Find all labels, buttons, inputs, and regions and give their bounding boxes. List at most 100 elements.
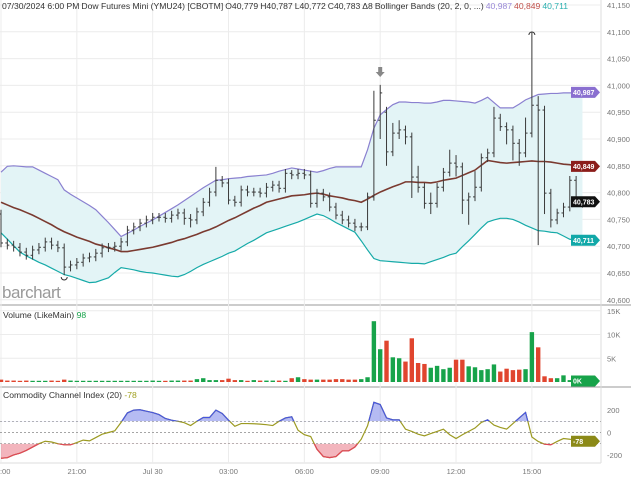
ohlc-bar [11,240,16,252]
price-tick-label: 40,600 [607,296,630,305]
ohlc-bar [81,253,86,267]
header-low: L40,772 [294,1,326,11]
time-tick-label: 12:00 [447,467,466,476]
bollinger-upper-line [0,91,583,238]
volume-bar [289,378,294,382]
ohlc-bar [365,192,370,231]
ohlc-bar [561,202,566,218]
volume-panel-title[interactable]: Volume (LikeMain) 98 [3,310,86,320]
volume-bar [352,379,358,382]
ohlc-bar [352,218,357,232]
price-tick-label: 40,950 [607,108,630,117]
volume-bar [472,367,478,382]
header-bb-upper: 40,987 [485,1,513,11]
ohlc-bar [308,170,313,208]
cci-tick-label: 0 [607,429,611,438]
volume-bar [11,380,16,382]
ohlc-bar [523,117,528,158]
volume-bar [232,380,238,382]
volume-bar [384,340,389,382]
volume-bar [5,380,10,382]
ohlc-bar [359,222,364,232]
ohlc-bar [232,195,237,207]
bb-upper-price-label: 40,987 [573,90,595,97]
volume-bar [510,370,516,382]
ohlc-bar [460,162,465,215]
ohlc-bar [213,166,218,197]
volume-bar [504,368,509,382]
volume-bar [498,371,503,382]
volume-bar [251,380,256,382]
ohlc-bar [258,187,263,198]
volume-bar [106,380,111,382]
ohlc-bar [0,209,3,248]
ohlc-bar [207,187,212,207]
volume-bar [415,363,421,382]
volume-bar [567,380,572,382]
ohlc-bar [321,188,326,202]
price-tick-label: 41,000 [607,81,630,90]
ohlc-bar [251,187,256,197]
ohlc-bar [169,210,174,223]
volume-bar [226,378,231,382]
ohlc-bar [542,105,547,215]
price-tick-label: 40,700 [607,242,630,251]
volume-bar [238,380,244,382]
volume-bar [302,379,307,382]
volume-bar [491,364,497,382]
bollinger-lower-line [0,213,583,284]
volume-bar [93,380,98,382]
price-tick-label: 40,900 [607,135,630,144]
ohlc-bar [36,242,41,255]
ohlc-bar [157,212,161,222]
volume-bar [371,321,377,382]
volume-bar [144,380,149,382]
volume-bar [434,365,440,382]
bb-upper-price-label-bg [571,86,600,98]
header-study[interactable]: Bollinger Bands (20, 2, 0, ...) [374,1,484,11]
volume-bar [308,379,313,382]
volume-bar [561,375,566,382]
ohlc-bar [397,120,402,139]
volume-bar [118,380,124,382]
ohlc-bar [504,122,509,145]
ohlc-bar [43,237,48,252]
volume-bar [276,380,282,382]
volume-bar [188,380,193,382]
volume-bar [346,379,351,382]
ohlc-bar [138,218,143,232]
ohlc-bar [283,169,288,193]
cci-last-label: -78 [573,439,583,446]
cci-value: -78 [124,390,137,400]
header-open: O40,779 [225,1,259,11]
ohlc-bar [536,96,541,246]
header-high: H40,787 [260,1,293,11]
cci-panel-title[interactable]: Commodity Channel Index (20) -78 [3,390,137,400]
ohlc-bar [220,175,225,188]
ohlc-bar [100,243,105,258]
ohlc-bar [270,180,275,192]
ohlc-bar [473,171,477,202]
price-tick-label: 40,650 [607,269,630,278]
volume-bar [447,367,452,382]
ohlc-bar [277,180,282,193]
volume-bar [220,380,225,382]
last-price-label: 40,783 [573,199,595,206]
volume-bar [245,380,250,382]
volume-bar [378,349,383,382]
ohlc-bar [30,245,35,260]
volume-last-label-bg [571,375,600,387]
ohlc-bar [479,153,484,192]
ohlc-bar [510,125,515,161]
ohlc-bar [175,208,180,220]
arrow-down-marker-icon [375,67,385,77]
last-price-label-bg [571,196,600,208]
volume-last-label: 0K [573,379,582,386]
header-instrument: Dow Futures Mini (YMU24) [CBOTM] [81,1,224,11]
volume-bar [428,367,433,382]
volume-bar [536,347,541,382]
ohlc-bar [125,225,130,247]
volume-bar [314,379,320,382]
volume-bar [175,380,181,382]
